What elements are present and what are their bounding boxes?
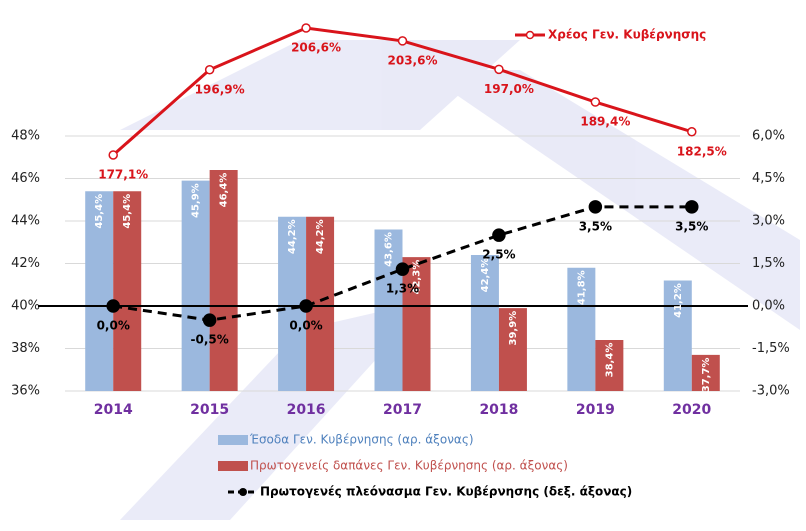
y-tick-label: 44% bbox=[11, 214, 40, 229]
y2-tick-label: 4,5% bbox=[752, 171, 785, 186]
bar-value-label: 38,4% bbox=[604, 343, 615, 378]
x-tick-label: 2014 bbox=[94, 402, 133, 418]
y-tick-label: 40% bbox=[11, 299, 40, 314]
y2-tick-label: -1,5% bbox=[752, 341, 790, 356]
bar bbox=[567, 267, 596, 391]
line-value-label: 206,6% bbox=[291, 41, 341, 55]
bar bbox=[402, 257, 431, 391]
line-value-label: -0,5% bbox=[191, 333, 229, 347]
line-marker bbox=[202, 313, 217, 327]
line-marker bbox=[299, 299, 313, 313]
line-value-label: 177,1% bbox=[98, 168, 148, 182]
line-value-label: 3,5% bbox=[579, 219, 612, 233]
y2-tick-label: 3,0% bbox=[752, 214, 785, 229]
line-marker bbox=[687, 127, 697, 137]
line-value-label: 203,6% bbox=[388, 53, 438, 67]
y2-tick-label: 1,5% bbox=[752, 256, 785, 271]
bar-value-label: 37,7% bbox=[701, 358, 712, 393]
line-value-label: 182,5% bbox=[677, 144, 727, 158]
bar-value-label: 42,4% bbox=[480, 258, 491, 293]
x-tick-label: 2019 bbox=[576, 402, 615, 418]
line-value-label: 2,5% bbox=[482, 248, 515, 262]
y-tick-label: 48% bbox=[11, 129, 40, 144]
y-tick-label: 36% bbox=[11, 384, 40, 399]
line-marker bbox=[590, 97, 601, 107]
bar bbox=[498, 308, 527, 391]
legend-swatch bbox=[239, 488, 247, 496]
legend-swatch bbox=[218, 461, 248, 471]
bar-value-label: 41,2% bbox=[673, 283, 684, 318]
legend-label: Χρέος Γεν. Κυβέρνησης bbox=[548, 28, 706, 42]
bar-value-label: 45,9% bbox=[191, 183, 202, 218]
line-marker bbox=[395, 262, 410, 276]
x-tick-label: 2016 bbox=[287, 402, 326, 418]
legend-label: Πρωτογενές πλεόνασμα Γεν. Κυβέρνησης (δε… bbox=[260, 485, 632, 499]
x-tick-label: 2018 bbox=[479, 402, 518, 418]
bar-value-label: 44,2% bbox=[287, 219, 298, 254]
bar bbox=[374, 229, 403, 391]
legend-swatch bbox=[525, 30, 535, 40]
line-value-label: 196,9% bbox=[195, 82, 245, 96]
bar-value-label: 44,2% bbox=[315, 219, 326, 254]
bar bbox=[663, 280, 692, 391]
bar bbox=[470, 255, 499, 391]
line-marker bbox=[204, 65, 215, 75]
y-tick-label: 38% bbox=[11, 341, 40, 356]
line-marker bbox=[492, 228, 506, 242]
x-tick-label: 2015 bbox=[190, 402, 229, 418]
bar bbox=[113, 191, 142, 391]
line-value-label: 0,0% bbox=[97, 319, 130, 333]
bar-value-label: 39,9% bbox=[508, 311, 519, 346]
line-marker bbox=[106, 299, 120, 313]
line-marker bbox=[494, 64, 504, 75]
y2-tick-label: -3,0% bbox=[752, 384, 790, 399]
bar bbox=[181, 180, 210, 391]
line-value-label: 197,0% bbox=[484, 82, 534, 96]
bar bbox=[85, 191, 114, 391]
line-marker bbox=[397, 36, 408, 46]
legend-label: Πρωτογενείς δαπάνες Γεν. Κυβέρνησης (αρ.… bbox=[250, 459, 568, 473]
y-tick-label: 42% bbox=[11, 256, 40, 271]
watermark bbox=[120, 40, 800, 520]
line-marker bbox=[301, 23, 311, 33]
bar-value-label: 46,4% bbox=[219, 173, 230, 208]
y-tick-label: 46% bbox=[11, 171, 40, 186]
line-value-label: 1,3% bbox=[386, 282, 419, 296]
line-marker bbox=[588, 200, 603, 214]
bar-value-label: 43,6% bbox=[384, 232, 395, 267]
legend-swatch bbox=[218, 435, 248, 445]
bar-value-label: 41,8% bbox=[576, 270, 587, 305]
line-value-label: 189,4% bbox=[580, 115, 630, 129]
y2-tick-label: 6,0% bbox=[752, 129, 785, 144]
line-marker bbox=[108, 150, 118, 160]
legend-label: Έσοδα Γεν. Κυβέρνησης (αρ. άξονας) bbox=[249, 433, 474, 447]
bar-value-label: 42,3% bbox=[412, 260, 423, 295]
x-tick-label: 2017 bbox=[383, 402, 422, 418]
bar-value-label: 45,4% bbox=[122, 194, 133, 229]
line-value-label: 3,5% bbox=[675, 219, 708, 233]
line-marker bbox=[685, 200, 699, 214]
x-tick-label: 2020 bbox=[672, 402, 711, 418]
bar bbox=[595, 340, 624, 391]
line-value-label: 0,0% bbox=[289, 319, 322, 333]
bar bbox=[209, 170, 238, 391]
bar-value-label: 45,4% bbox=[94, 194, 105, 229]
bar bbox=[691, 354, 720, 391]
y2-tick-label: 0,0% bbox=[752, 299, 785, 314]
